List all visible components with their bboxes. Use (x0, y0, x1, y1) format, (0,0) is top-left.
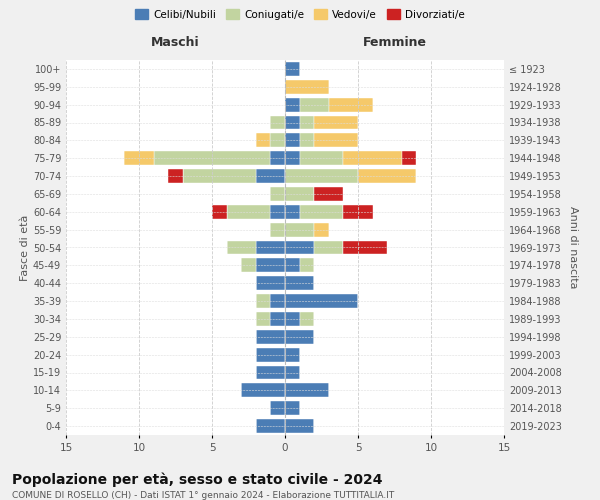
Bar (343, 240, 387, 254)
Bar (256, 366, 285, 380)
Text: Popolazione per età, sesso e stato civile - 2024: Popolazione per età, sesso e stato civil… (12, 472, 383, 487)
Bar (256, 134, 271, 147)
Bar (285, 312, 299, 326)
Bar (285, 419, 314, 433)
Bar (314, 240, 343, 254)
Bar (183, 169, 256, 183)
Bar (124, 151, 154, 165)
Bar (241, 258, 256, 272)
Bar (299, 258, 314, 272)
Bar (299, 151, 343, 165)
Bar (227, 205, 271, 219)
Bar (212, 205, 227, 219)
Bar (299, 205, 343, 219)
Text: COMUNE DI ROSELLO (CH) - Dati ISTAT 1° gennaio 2024 - Elaborazione TUTTITALIA.IT: COMUNE DI ROSELLO (CH) - Dati ISTAT 1° g… (12, 491, 394, 500)
Bar (285, 366, 299, 380)
Bar (285, 134, 299, 147)
Bar (314, 222, 329, 236)
Bar (241, 384, 285, 398)
Bar (285, 98, 299, 112)
Bar (285, 116, 299, 130)
Text: Femmine: Femmine (362, 36, 427, 50)
Bar (256, 419, 285, 433)
Bar (343, 151, 402, 165)
Bar (299, 98, 329, 112)
Y-axis label: Anni di nascita: Anni di nascita (568, 206, 578, 289)
Bar (285, 169, 358, 183)
Bar (314, 134, 358, 147)
Bar (299, 312, 314, 326)
Bar (256, 348, 285, 362)
Bar (299, 116, 314, 130)
Bar (271, 294, 285, 308)
Bar (168, 169, 183, 183)
Bar (285, 384, 329, 398)
Bar (299, 134, 314, 147)
Bar (285, 205, 299, 219)
Bar (256, 312, 271, 326)
Bar (271, 401, 285, 415)
Bar (271, 222, 285, 236)
Bar (402, 151, 416, 165)
Bar (271, 116, 285, 130)
Bar (256, 169, 285, 183)
Bar (227, 240, 256, 254)
Bar (271, 151, 285, 165)
Bar (285, 258, 299, 272)
Bar (285, 80, 329, 94)
Bar (314, 187, 343, 201)
Bar (358, 169, 416, 183)
Bar (256, 330, 285, 344)
Bar (285, 348, 299, 362)
Bar (285, 401, 299, 415)
Text: Maschi: Maschi (151, 36, 200, 50)
Bar (285, 294, 358, 308)
Bar (329, 98, 373, 112)
Bar (285, 151, 299, 165)
Y-axis label: Fasce di età: Fasce di età (20, 214, 30, 280)
Bar (343, 205, 373, 219)
Bar (285, 222, 314, 236)
Bar (285, 187, 314, 201)
Bar (285, 240, 314, 254)
Bar (256, 276, 285, 290)
Bar (256, 294, 271, 308)
Bar (314, 116, 358, 130)
Legend: Celibi/Nubili, Coniugati/e, Vedovi/e, Divorziati/e: Celibi/Nubili, Coniugati/e, Vedovi/e, Di… (131, 5, 469, 24)
Bar (271, 312, 285, 326)
Bar (271, 205, 285, 219)
Bar (285, 62, 299, 76)
Bar (285, 276, 314, 290)
Bar (256, 258, 285, 272)
Bar (154, 151, 271, 165)
Bar (271, 187, 285, 201)
Bar (285, 330, 314, 344)
Bar (256, 240, 285, 254)
Bar (271, 134, 285, 147)
